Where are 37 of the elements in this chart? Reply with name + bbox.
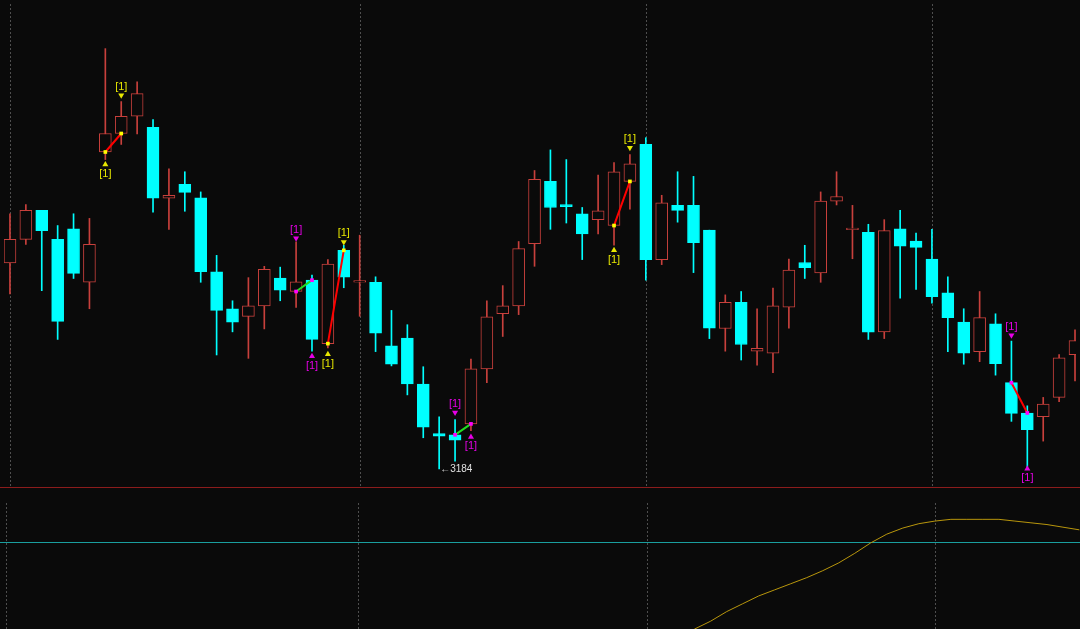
candlestick xyxy=(496,285,510,337)
series-label: [1] xyxy=(321,356,334,369)
point xyxy=(1024,465,1031,471)
candlestick xyxy=(798,244,812,279)
point xyxy=(293,236,300,242)
text: [1] xyxy=(448,397,462,410)
point xyxy=(453,432,457,437)
candlestick xyxy=(909,232,923,290)
text: [1] xyxy=(115,79,128,92)
candlestick xyxy=(353,234,367,317)
point xyxy=(469,422,473,426)
text: [1] xyxy=(1005,319,1018,332)
annotation: ←3184 xyxy=(440,462,473,474)
text: [1] xyxy=(337,226,350,239)
point xyxy=(1025,411,1030,415)
point xyxy=(324,350,331,356)
text: [1] xyxy=(607,252,621,265)
candlestick xyxy=(178,171,192,212)
point xyxy=(308,352,316,358)
series-label: [1] xyxy=(1021,471,1034,484)
candlestick xyxy=(560,159,573,224)
candlestick xyxy=(750,308,764,366)
text: [1] xyxy=(464,439,478,452)
point xyxy=(340,240,347,246)
candlestick xyxy=(162,168,176,230)
point xyxy=(1008,333,1015,339)
text: [1] xyxy=(305,358,319,371)
candlestick xyxy=(35,210,49,291)
text: [1] xyxy=(99,167,112,180)
point xyxy=(610,246,618,253)
point xyxy=(310,278,314,283)
point xyxy=(467,433,474,439)
point xyxy=(626,146,633,152)
point xyxy=(452,410,459,417)
text: [1] xyxy=(289,222,303,235)
text: [1] xyxy=(623,132,637,145)
point xyxy=(341,248,346,253)
